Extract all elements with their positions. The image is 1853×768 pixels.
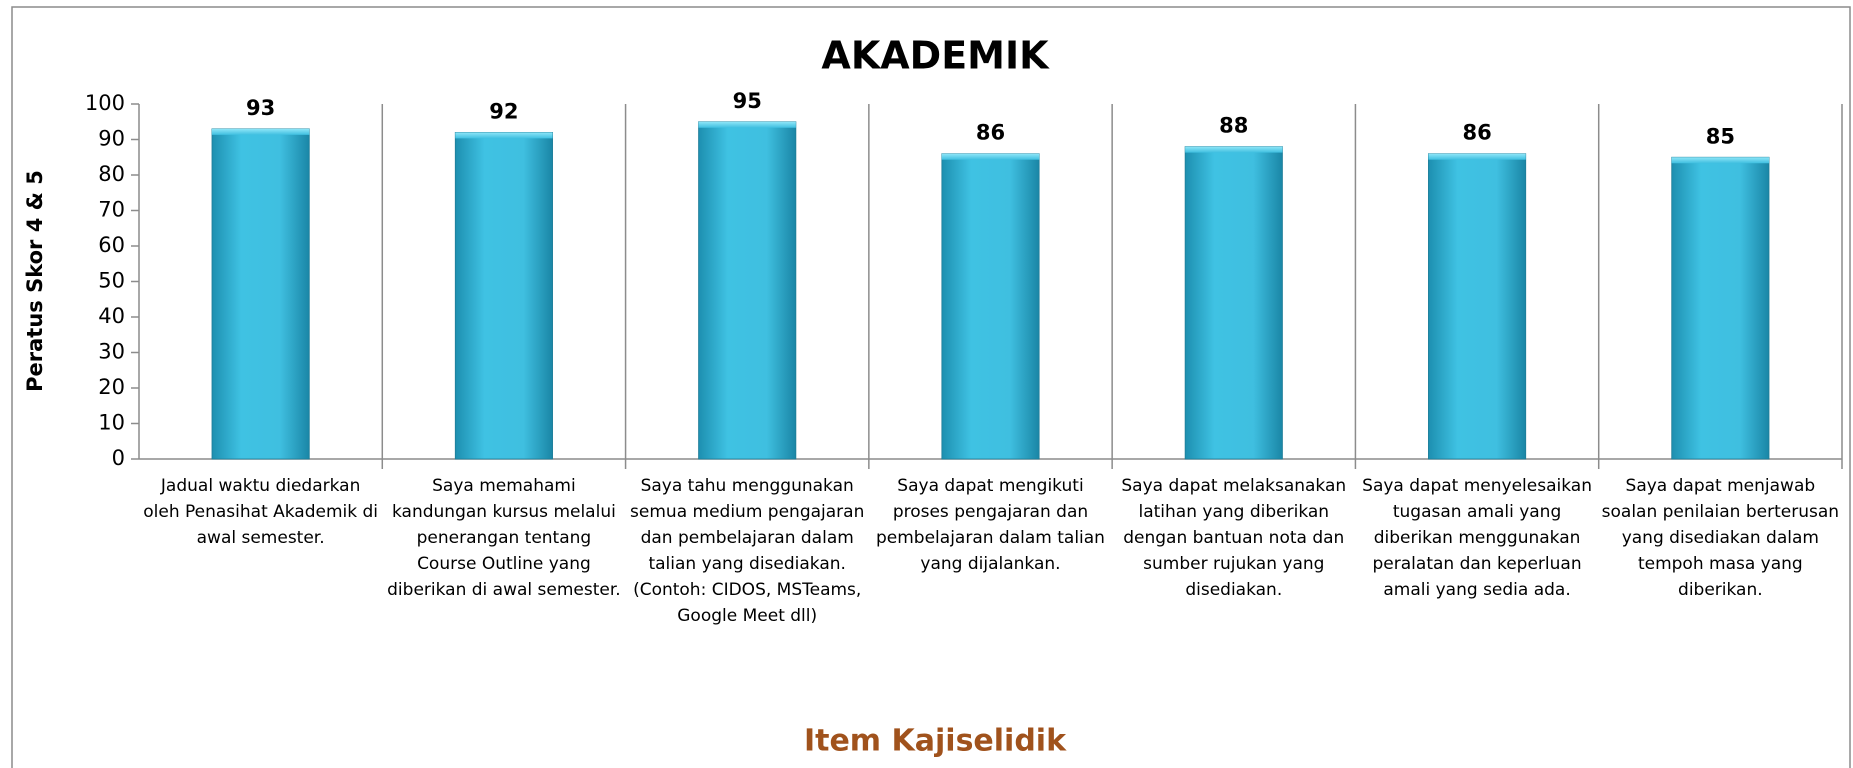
bar-top [1671,157,1770,164]
y-tick-label: 90 [98,127,125,151]
bar-top [1428,153,1526,160]
value-label: 95 [733,89,762,113]
y-tick-label: 10 [98,411,125,435]
y-tick-label: 70 [98,198,125,222]
bar [698,121,797,460]
bar-top [941,153,1040,160]
value-label: 86 [976,121,1005,145]
y-tick-label: 100 [85,91,125,115]
bar [211,128,310,460]
bar [1184,146,1283,460]
chart-frame [11,6,1851,768]
bar [1428,153,1527,460]
bar [1671,156,1770,460]
y-tick-label: 60 [98,233,125,257]
x-tick-label: Saya dapat melaksanakan latihan yang dib… [1121,476,1347,600]
x-tick-label: Saya tahu menggunakan semua medium penga… [630,476,865,626]
y-tick-label: 80 [98,162,125,186]
y-tick-label: 50 [98,269,125,293]
value-label: 85 [1706,124,1735,148]
bar-top [698,121,796,128]
y-tick-label: 0 [112,446,125,470]
x-tick-label: Jadual waktu diedarkan oleh Penasihat Ak… [143,476,379,548]
value-label: 86 [1462,121,1491,145]
bar [941,153,1040,460]
x-tick-label: Saya dapat menjawab soalan penilaian ber… [1601,476,1840,600]
y-tick-label: 40 [98,304,125,328]
x-tick-label: Saya dapat mengikuti proses pengajaran d… [876,476,1105,574]
bar-top [1185,146,1283,153]
value-label: 92 [489,99,518,123]
x-tick-label: Saya memahami kandungan kursus melalui p… [387,476,621,600]
y-tick-label: 20 [98,375,125,399]
chart-title: AKADEMIK [821,34,1050,78]
bar-top [455,132,553,139]
value-label: 93 [246,96,275,120]
value-label: 88 [1219,114,1248,138]
bar-top [211,128,310,135]
y-tick-label: 30 [98,340,125,364]
x-axis-title: Item Kajiselidik [804,724,1067,759]
bar [454,131,553,460]
y-axis-title: Peratus Skor 4 & 5 [23,170,47,392]
x-tick-label: Saya dapat menyelesaikan tugasan amali y… [1362,476,1592,600]
